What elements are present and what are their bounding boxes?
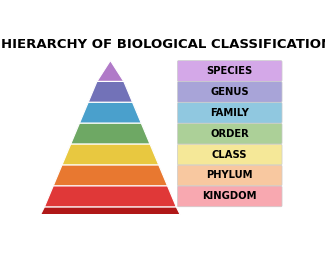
- Polygon shape: [76, 123, 145, 131]
- Polygon shape: [97, 60, 124, 81]
- Text: ORDER: ORDER: [210, 129, 249, 139]
- Text: KINGDOM: KINGDOM: [202, 192, 257, 201]
- FancyBboxPatch shape: [177, 186, 282, 207]
- Polygon shape: [80, 102, 141, 123]
- Text: PHYLUM: PHYLUM: [206, 171, 253, 181]
- Polygon shape: [49, 186, 171, 194]
- FancyBboxPatch shape: [177, 102, 282, 123]
- FancyBboxPatch shape: [177, 81, 282, 102]
- Polygon shape: [93, 81, 128, 89]
- FancyBboxPatch shape: [177, 61, 282, 81]
- FancyBboxPatch shape: [177, 165, 282, 186]
- FancyBboxPatch shape: [177, 144, 282, 165]
- Polygon shape: [62, 144, 159, 165]
- Polygon shape: [45, 186, 176, 207]
- Polygon shape: [58, 165, 162, 173]
- Text: CLASS: CLASS: [212, 150, 247, 160]
- Polygon shape: [84, 102, 136, 110]
- Polygon shape: [88, 81, 133, 102]
- FancyBboxPatch shape: [177, 123, 282, 144]
- Text: HIERARCHY OF BIOLOGICAL CLASSIFICATION: HIERARCHY OF BIOLOGICAL CLASSIFICATION: [1, 38, 325, 51]
- Polygon shape: [71, 123, 150, 144]
- Text: FAMILY: FAMILY: [210, 108, 249, 118]
- Polygon shape: [53, 165, 167, 186]
- Text: SPECIES: SPECIES: [207, 66, 253, 76]
- Polygon shape: [67, 144, 154, 152]
- Polygon shape: [41, 207, 180, 214]
- Text: GENUS: GENUS: [210, 87, 249, 97]
